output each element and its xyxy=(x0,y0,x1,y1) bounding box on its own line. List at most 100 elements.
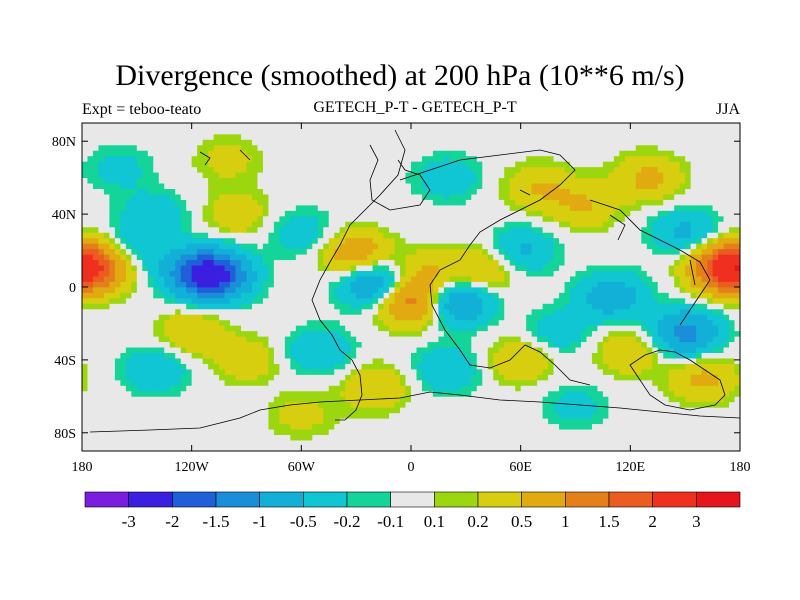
field-cell xyxy=(416,205,423,211)
field-cell xyxy=(411,429,417,435)
field-cell xyxy=(526,128,533,135)
field-cell xyxy=(230,347,236,353)
field-cell xyxy=(394,199,401,206)
field-cell xyxy=(465,429,472,435)
field-cell xyxy=(153,221,160,228)
field-cell xyxy=(323,445,330,451)
field-cell xyxy=(180,374,187,381)
field-cell xyxy=(257,358,264,364)
field-cell xyxy=(361,445,368,451)
field-cell xyxy=(323,412,330,419)
field-cell xyxy=(180,226,187,233)
field-cell xyxy=(175,265,182,271)
field-cell xyxy=(471,205,478,211)
field-cell xyxy=(421,243,428,250)
field-cell xyxy=(411,336,417,343)
field-cell xyxy=(273,276,280,282)
field-cell xyxy=(164,287,171,293)
field-cell xyxy=(147,161,154,168)
field-cell xyxy=(416,407,423,414)
field-cell xyxy=(241,303,247,310)
field-cell xyxy=(449,188,456,195)
field-cell xyxy=(125,188,132,195)
field-cell xyxy=(416,128,423,135)
field-cell xyxy=(416,336,423,343)
field-cell xyxy=(169,445,176,451)
field-cell xyxy=(454,215,461,222)
field-cell xyxy=(482,325,489,332)
field-cell xyxy=(230,188,236,195)
field-cell xyxy=(306,418,313,425)
field-cell xyxy=(493,308,500,315)
field-cell xyxy=(230,177,236,184)
field-cell xyxy=(301,390,308,397)
field-cell xyxy=(411,270,417,277)
field-cell xyxy=(515,215,522,222)
field-cell xyxy=(175,248,182,255)
field-cell xyxy=(175,194,182,200)
field-cell xyxy=(454,314,461,321)
field-cell xyxy=(416,423,423,430)
field-cell xyxy=(361,385,368,392)
field-cell xyxy=(175,374,182,381)
field-cell xyxy=(241,155,247,162)
field-cell xyxy=(114,259,121,266)
field-cell xyxy=(114,221,121,228)
field-cell xyxy=(262,123,269,129)
field-cell xyxy=(273,445,280,451)
field-cell xyxy=(405,379,412,386)
field-cell xyxy=(114,194,121,200)
field-cell xyxy=(537,445,543,451)
field-cell xyxy=(372,259,379,266)
field-cell xyxy=(306,259,313,266)
field-cell xyxy=(312,194,319,200)
field-cell xyxy=(191,429,198,435)
field-cell xyxy=(109,287,116,293)
field-cell xyxy=(202,281,209,288)
field-cell xyxy=(339,379,346,386)
field-cell xyxy=(213,390,220,397)
field-cell xyxy=(98,123,105,129)
field-cell xyxy=(317,401,324,408)
field-cell xyxy=(268,297,275,304)
field-cell xyxy=(383,166,390,173)
field-cell xyxy=(356,330,363,337)
field-cell xyxy=(120,308,127,315)
field-cell xyxy=(268,183,275,189)
field-cell xyxy=(482,123,489,129)
field-cell xyxy=(136,445,143,451)
field-cell xyxy=(158,183,165,189)
field-cell xyxy=(482,276,489,282)
field-cell xyxy=(109,133,116,140)
field-cell xyxy=(109,123,116,129)
field-cell xyxy=(153,325,160,332)
field-cell xyxy=(262,199,269,206)
field-cell xyxy=(92,254,99,261)
field-cell xyxy=(197,128,204,135)
field-cell xyxy=(103,210,110,217)
field-cell xyxy=(328,177,335,184)
field-cell xyxy=(98,434,105,441)
field-cell xyxy=(421,418,428,425)
field-cell xyxy=(153,352,160,359)
field-cell xyxy=(169,166,176,173)
field-cell xyxy=(257,401,264,408)
field-cell xyxy=(213,188,220,195)
field-cell xyxy=(482,133,489,140)
field-cell xyxy=(295,123,302,129)
field-cell xyxy=(235,308,242,315)
field-cell xyxy=(147,166,154,173)
field-cell xyxy=(350,440,357,446)
field-cell xyxy=(400,347,406,353)
field-cell xyxy=(487,237,494,244)
field-cell xyxy=(103,123,110,129)
field-cell xyxy=(164,423,171,430)
field-cell xyxy=(460,401,467,408)
field-cell xyxy=(427,445,434,451)
field-cell xyxy=(482,407,489,414)
field-cell xyxy=(421,374,428,381)
field-cell xyxy=(509,166,516,173)
field-cell xyxy=(400,123,406,129)
field-cell xyxy=(432,396,439,403)
field-cell xyxy=(290,390,297,397)
